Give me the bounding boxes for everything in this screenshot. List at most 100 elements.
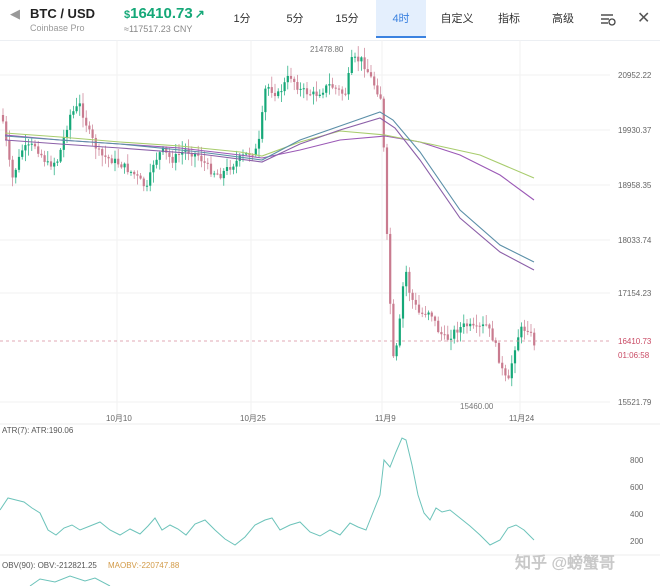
pair-name: BTC / USD: [30, 6, 95, 21]
candle-body: [273, 92, 277, 97]
price-chart[interactable]: 21478.80 15460.00 20952.22 19930.37 1895…: [0, 40, 660, 586]
candle-body: [446, 334, 449, 340]
candle-body: [462, 323, 465, 328]
candle-body: [152, 164, 155, 173]
candle-body: [344, 93, 347, 95]
candle-body: [216, 173, 219, 175]
trend-up-icon: ↗: [194, 7, 205, 21]
candle-body: [14, 169, 17, 178]
candle-body: [123, 163, 126, 168]
current-price: $16410.73 ↗: [124, 5, 205, 22]
candle-body: [101, 149, 104, 156]
candle-body: [408, 271, 411, 293]
candle-body: [529, 331, 533, 333]
price-axis-label: 19930.37: [618, 126, 652, 135]
candle-body: [430, 312, 433, 317]
candle-body: [69, 114, 72, 130]
candle-body: [302, 88, 305, 90]
candle-body: [270, 87, 273, 93]
candle-body: [485, 324, 488, 326]
candle-body: [129, 171, 133, 173]
price-axis-label: 18958.35: [618, 181, 652, 190]
cny-price: ≈117517.23 CNY: [124, 24, 193, 34]
candle-body: [459, 327, 462, 333]
candle-body: [158, 152, 161, 160]
candle-body: [56, 161, 59, 163]
candle-body: [305, 88, 309, 95]
candle-body: [104, 155, 107, 157]
candle-body: [161, 147, 165, 153]
candle-body: [209, 163, 213, 175]
candle-body: [440, 332, 443, 335]
candle-body: [225, 167, 229, 171]
candle-body: [33, 143, 37, 147]
candle-body: [411, 292, 414, 300]
candle-body: [30, 143, 33, 145]
candle-body: [75, 106, 78, 112]
obv-indicator-label: OBV(90): OBV:-212821.25: [2, 561, 97, 570]
watermark: 知乎 @螃蟹哥: [515, 553, 615, 572]
candle-body: [523, 326, 526, 331]
grid-lines: [0, 40, 610, 415]
countdown-tag: 01:06:58: [618, 351, 650, 360]
candle-body: [142, 178, 145, 187]
atr-axis-label: 600: [630, 483, 644, 492]
candle-body: [475, 325, 478, 327]
candle-body: [49, 161, 53, 167]
candle-body: [315, 91, 318, 96]
back-arrow-icon[interactable]: ◀: [10, 6, 20, 21]
tab-5min[interactable]: 5分: [286, 13, 304, 25]
candle-body: [24, 145, 27, 151]
price-axis-label: 17154.23: [618, 289, 652, 298]
atr-axis-label: 400: [630, 510, 644, 519]
candle-body: [341, 89, 344, 94]
price-axis-label: 15521.79: [618, 398, 652, 407]
candle-body: [62, 137, 65, 150]
candle-body: [238, 155, 241, 161]
price-axis-label: 20952.22: [618, 71, 652, 80]
candle-body: [321, 92, 325, 95]
tab-4h[interactable]: 4时: [376, 0, 426, 38]
candle-body: [363, 57, 366, 70]
candle-body: [357, 56, 360, 62]
candle-body: [81, 103, 85, 118]
atr-line: [0, 437, 535, 546]
candle-body: [296, 81, 299, 90]
date-axis: 10月10 10月25 11月9 11月24: [106, 414, 535, 423]
tab-custom[interactable]: 自定义: [440, 13, 474, 25]
close-icon[interactable]: ✕: [637, 10, 651, 27]
candle-body: [174, 154, 177, 163]
candle-body: [213, 173, 216, 175]
candle-body: [37, 146, 40, 154]
candle-body: [120, 164, 123, 168]
tab-15min[interactable]: 15分: [335, 13, 359, 25]
candle-body: [433, 316, 437, 321]
candle-body: [449, 338, 453, 340]
obv-line: [29, 575, 111, 586]
candle-body: [379, 94, 382, 99]
candle-body: [43, 155, 46, 162]
candle-body: [21, 150, 24, 157]
candle-body: [350, 57, 353, 74]
candle-body: [277, 91, 280, 97]
candle-body: [401, 286, 405, 319]
tab-advanced[interactable]: 高级: [552, 13, 574, 25]
candle-body: [405, 271, 408, 287]
candle-body: [456, 329, 459, 333]
tab-1min[interactable]: 1分: [233, 13, 251, 25]
candle-body: [325, 85, 328, 93]
chart-settings-icon[interactable]: [600, 11, 616, 27]
candle-body: [331, 84, 334, 88]
candle-body: [113, 158, 117, 164]
candle-body: [289, 75, 293, 79]
candle-body: [376, 85, 379, 95]
candle-body: [469, 323, 472, 327]
tab-indicators[interactable]: 指标: [498, 13, 520, 25]
candle-body: [200, 155, 203, 162]
high-price-label: 21478.80: [310, 45, 344, 54]
candle-body: [203, 161, 206, 163]
candle-body: [261, 112, 264, 139]
candle-body: [501, 362, 504, 369]
candle-body: [8, 140, 11, 160]
candle-body: [219, 173, 222, 179]
